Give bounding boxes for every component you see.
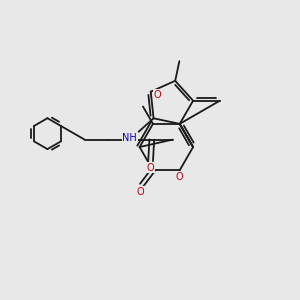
Text: O: O: [147, 163, 154, 172]
Text: O: O: [154, 90, 161, 100]
Text: O: O: [136, 187, 144, 196]
Text: NH: NH: [122, 133, 137, 142]
Text: O: O: [175, 172, 183, 182]
